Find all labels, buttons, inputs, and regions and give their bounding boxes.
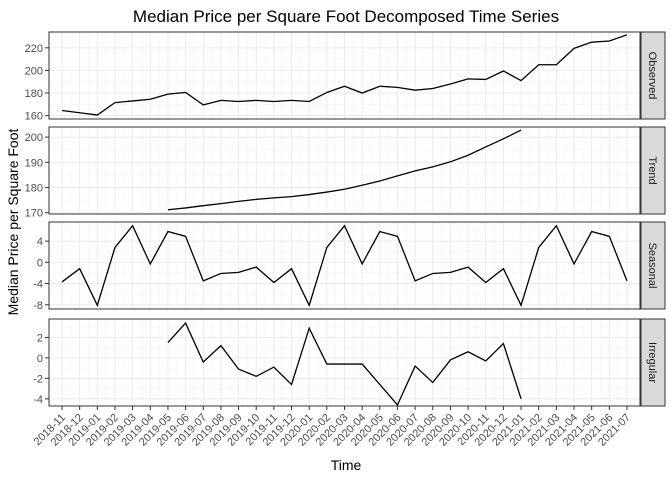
y-tick-label: 190 bbox=[25, 157, 43, 169]
facet-strip-label: Trend bbox=[646, 156, 658, 184]
panel-border bbox=[48, 221, 641, 310]
series-line-trend bbox=[167, 129, 522, 211]
y-tick-label: -4 bbox=[33, 394, 43, 406]
y-tick-label: 180 bbox=[25, 88, 43, 100]
y-tick-label: 2 bbox=[37, 332, 43, 344]
facet-strip-label: Seasonal bbox=[646, 243, 658, 289]
chart-panels: 160180200220Observed170180190200Trend-8-… bbox=[25, 31, 666, 407]
series-line-irregular bbox=[167, 321, 522, 407]
y-tick-label: 180 bbox=[25, 183, 43, 195]
panel-observed: 160 180 200 220 Observed bbox=[25, 31, 666, 123]
facet-strip bbox=[640, 31, 666, 120]
facet-strip-label: Observed bbox=[646, 52, 658, 100]
y-tick-label: -4 bbox=[33, 279, 43, 291]
y-tick-label: 170 bbox=[25, 208, 43, 220]
panel-border bbox=[48, 31, 641, 120]
facet-strip bbox=[640, 318, 666, 407]
y-tick-label: 220 bbox=[25, 43, 43, 55]
x-axis-title: Time bbox=[331, 457, 362, 473]
panel-border bbox=[48, 126, 641, 215]
x-axis: 2018-112018-122019-012019-022019-032019-… bbox=[32, 406, 633, 449]
panel-irregular: -4 -2 0 2 Irregular bbox=[33, 318, 666, 407]
facet-strip bbox=[640, 221, 666, 310]
panel-seasonal: -8 -4 0 4 Seasonal bbox=[33, 221, 666, 312]
facet-strip bbox=[640, 126, 666, 215]
y-tick-label: 200 bbox=[25, 65, 43, 77]
panel-trend: 170 180 190 200 Trend bbox=[25, 126, 666, 220]
y-tick-label: -2 bbox=[33, 373, 43, 385]
y-tick-label: 4 bbox=[37, 236, 43, 248]
y-tick-label: 0 bbox=[37, 257, 43, 269]
y-axis-title: Median Price per Square Foot bbox=[5, 129, 21, 316]
y-tick-label: 200 bbox=[25, 132, 43, 144]
series-line-observed bbox=[61, 34, 628, 116]
y-tick-label: 0 bbox=[37, 353, 43, 365]
series-line-seasonal bbox=[61, 224, 628, 308]
chart-title: Median Price per Square Foot Decomposed … bbox=[133, 7, 559, 26]
y-tick-label: -8 bbox=[33, 300, 43, 312]
y-tick-label: 160 bbox=[25, 111, 43, 123]
facet-strip-label: Irregular bbox=[646, 342, 658, 383]
